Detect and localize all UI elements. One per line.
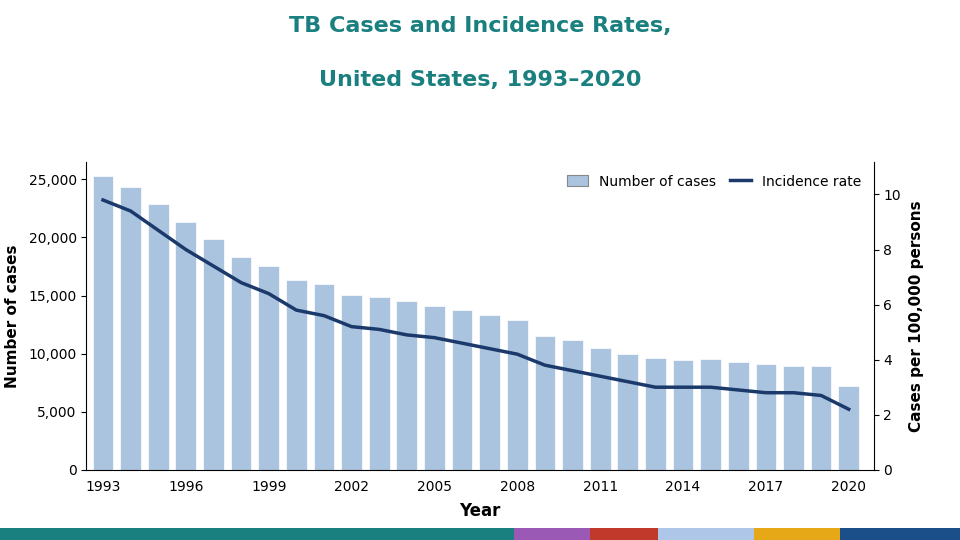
Bar: [811, 366, 831, 470]
Text: United States, 1993–2020: United States, 1993–2020: [319, 70, 641, 90]
Bar: [563, 340, 583, 470]
Bar: [314, 284, 334, 470]
Bar: [783, 366, 804, 470]
Bar: [645, 359, 665, 470]
Bar: [507, 320, 528, 470]
Bar: [424, 306, 444, 470]
Bar: [120, 187, 141, 470]
Bar: [617, 354, 638, 470]
Bar: [396, 301, 418, 470]
Bar: [589, 348, 611, 470]
Bar: [479, 315, 500, 470]
Y-axis label: Cases per 100,000 persons: Cases per 100,000 persons: [909, 200, 924, 431]
Bar: [452, 310, 472, 470]
Bar: [92, 176, 113, 470]
Bar: [176, 222, 196, 470]
Legend: Number of cases, Incidence rate: Number of cases, Incidence rate: [562, 169, 867, 194]
X-axis label: Year: Year: [459, 502, 501, 520]
Bar: [369, 297, 390, 470]
Bar: [756, 364, 777, 470]
Bar: [673, 360, 693, 470]
Bar: [204, 239, 224, 470]
Bar: [258, 266, 279, 470]
Bar: [838, 387, 859, 470]
Bar: [341, 295, 362, 470]
Bar: [148, 204, 169, 470]
Y-axis label: Number of cases: Number of cases: [5, 244, 20, 388]
Bar: [230, 256, 252, 470]
Bar: [728, 362, 749, 470]
Bar: [535, 336, 555, 470]
Bar: [700, 359, 721, 470]
Text: TB Cases and Incidence Rates,: TB Cases and Incidence Rates,: [289, 16, 671, 36]
Bar: [286, 280, 306, 470]
